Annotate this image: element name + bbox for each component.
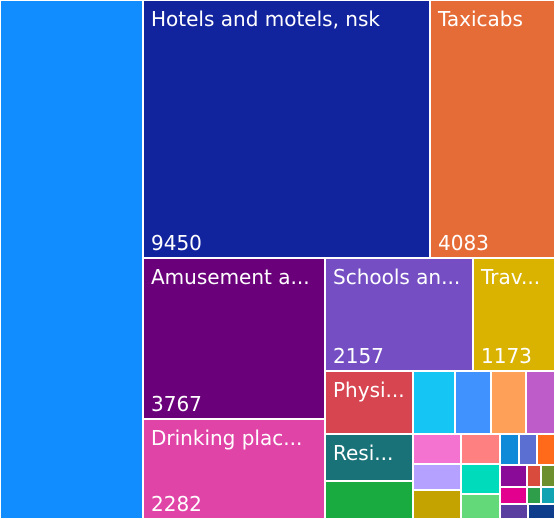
- tile-value: 2157: [333, 344, 384, 368]
- treemap-tile[interactable]: [528, 504, 555, 519]
- treemap-tile[interactable]: Hotels and motels, nsk 9450: [143, 0, 430, 258]
- treemap-tile[interactable]: [0, 0, 143, 519]
- tile-label: Schools an...: [333, 265, 461, 289]
- tile-value: 4083: [438, 231, 489, 255]
- treemap-tile[interactable]: [461, 494, 500, 519]
- treemap-tile[interactable]: [500, 504, 528, 519]
- tile-label: Drinking plac...: [151, 426, 303, 450]
- treemap-tile[interactable]: [500, 487, 527, 504]
- treemap-tile[interactable]: [500, 465, 527, 487]
- treemap-tile[interactable]: [325, 481, 413, 519]
- treemap-tile[interactable]: Trav... 1173: [473, 258, 555, 371]
- tile-label: Taxicabs: [438, 7, 523, 31]
- treemap-tile[interactable]: [413, 434, 461, 464]
- treemap-tile[interactable]: [519, 434, 537, 465]
- treemap-tile[interactable]: [413, 464, 461, 490]
- treemap-tile[interactable]: Resi...: [325, 434, 413, 481]
- tile-label: Resi...: [333, 441, 394, 465]
- tile-label: Hotels and motels, nsk: [151, 7, 380, 31]
- treemap-tile[interactable]: Amusement a... 3767: [143, 258, 325, 419]
- treemap-tile[interactable]: Physi...: [325, 371, 413, 434]
- treemap-tile[interactable]: [541, 487, 555, 504]
- treemap-tile[interactable]: Drinking plac... 2282: [143, 419, 325, 519]
- tile-label: Amusement a...: [151, 265, 310, 289]
- tile-value: 2282: [151, 492, 202, 516]
- tile-value: 3767: [151, 392, 202, 416]
- treemap-tile[interactable]: [500, 434, 519, 465]
- treemap-tile[interactable]: [537, 434, 555, 465]
- treemap-tile[interactable]: [491, 371, 526, 434]
- treemap-tile[interactable]: [541, 465, 555, 487]
- tile-value: 1173: [481, 344, 532, 368]
- tile-label: Trav...: [481, 265, 541, 289]
- treemap-tile[interactable]: [413, 490, 461, 519]
- treemap-tile[interactable]: [461, 464, 500, 494]
- treemap-tile[interactable]: [455, 371, 491, 434]
- treemap-tile[interactable]: [526, 371, 555, 434]
- treemap-tile[interactable]: Taxicabs 4083: [430, 0, 555, 258]
- treemap-tile[interactable]: [527, 487, 541, 504]
- tile-label: Physi...: [333, 378, 405, 402]
- treemap-tile[interactable]: [413, 371, 455, 434]
- tile-value: 9450: [151, 231, 202, 255]
- treemap-tile[interactable]: Schools an... 2157: [325, 258, 473, 371]
- treemap-tile[interactable]: [527, 465, 541, 487]
- treemap-tile[interactable]: [461, 434, 500, 464]
